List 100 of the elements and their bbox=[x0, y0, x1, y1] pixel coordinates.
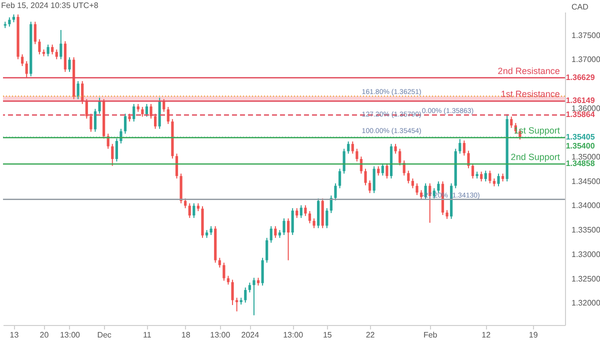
candlestick bbox=[347, 140, 350, 154]
candlestick bbox=[124, 113, 127, 134]
candlestick bbox=[312, 218, 316, 229]
candlestick bbox=[46, 44, 50, 57]
x-tick-label: 13:00 bbox=[60, 330, 81, 340]
candlestick bbox=[398, 148, 402, 166]
candlestick bbox=[222, 262, 226, 282]
candlestick bbox=[55, 48, 58, 60]
candlestick bbox=[51, 44, 54, 55]
x-tick-label: 13 bbox=[10, 330, 20, 340]
candlestick bbox=[386, 162, 388, 179]
x-tick-label: 20 bbox=[40, 330, 50, 340]
y-tick-label: 1.36000 bbox=[572, 104, 600, 113]
candlestick bbox=[291, 208, 294, 236]
x-tick-label: Dec bbox=[97, 330, 112, 340]
candlestick bbox=[132, 104, 136, 122]
candlestick bbox=[98, 97, 101, 114]
candlestick bbox=[274, 226, 277, 238]
candlestick bbox=[437, 180, 440, 194]
candlestick bbox=[480, 171, 483, 182]
x-tick-label: 2024 bbox=[241, 330, 260, 340]
candlestick bbox=[300, 204, 302, 218]
candlestick bbox=[326, 208, 328, 229]
annotation: 2nd Support bbox=[510, 152, 560, 162]
candlestick bbox=[308, 210, 312, 224]
candlestick bbox=[368, 180, 372, 194]
candlestick bbox=[381, 162, 384, 176]
candlestick bbox=[244, 287, 247, 304]
candlestick bbox=[394, 143, 397, 154]
x-tick-label: 22 bbox=[366, 330, 376, 340]
candlestick bbox=[175, 153, 178, 179]
x-tick-label: 12 bbox=[482, 330, 492, 340]
candlestick bbox=[188, 202, 191, 218]
candlestick bbox=[471, 162, 474, 179]
candlestick bbox=[342, 148, 346, 174]
y-tick-label: 1.33000 bbox=[572, 250, 600, 259]
candlestick bbox=[60, 30, 62, 60]
candlestick bbox=[467, 150, 470, 169]
candlestick bbox=[166, 106, 170, 124]
candlestick bbox=[94, 108, 97, 132]
candlestick bbox=[76, 80, 80, 100]
candlestick bbox=[21, 54, 24, 67]
ref-line-label: 1.35405 bbox=[566, 132, 596, 142]
candlestick bbox=[338, 168, 342, 189]
candlestick bbox=[34, 21, 36, 45]
candlestick bbox=[416, 182, 418, 196]
candlestick bbox=[115, 138, 118, 162]
candlestick bbox=[248, 282, 251, 293]
candlestick bbox=[111, 143, 114, 166]
candlestick bbox=[304, 204, 307, 216]
candlestick bbox=[90, 113, 92, 132]
candlestick bbox=[266, 237, 268, 264]
candlestick bbox=[154, 113, 157, 130]
y-tick-label: 1.33500 bbox=[572, 226, 600, 235]
candlestick bbox=[145, 104, 148, 118]
x-tick-label: 18 bbox=[181, 330, 191, 340]
candlestick bbox=[236, 297, 238, 312]
candlestick bbox=[510, 116, 513, 128]
candlestick bbox=[162, 98, 166, 112]
candlestick bbox=[364, 168, 367, 186]
candlestick bbox=[420, 190, 423, 200]
candlestick bbox=[270, 226, 272, 244]
x-tick-label: 13:00 bbox=[283, 330, 304, 340]
x-tick-label: 11 bbox=[143, 330, 152, 340]
candlestick bbox=[372, 166, 376, 194]
annotation: 2nd Resistance bbox=[498, 66, 560, 76]
candlestick bbox=[488, 170, 492, 184]
candlestick bbox=[407, 170, 410, 184]
candlestick bbox=[192, 202, 196, 218]
x-tick-label: 19 bbox=[528, 330, 538, 340]
candlestick bbox=[252, 277, 256, 316]
x-tick-label: Feb bbox=[423, 330, 438, 340]
x-tick-label: 13:00 bbox=[210, 330, 231, 340]
x-tick-label: 15 bbox=[322, 330, 332, 340]
candlestick bbox=[356, 148, 358, 162]
y-tick-label: 1.37500 bbox=[572, 30, 600, 40]
ref-line-label: 1.36149 bbox=[566, 96, 596, 106]
candlestick bbox=[85, 98, 88, 120]
candlestick bbox=[458, 138, 462, 154]
candlestick bbox=[351, 140, 354, 154]
candlestick bbox=[484, 170, 487, 182]
candlestick bbox=[377, 166, 380, 176]
candlestick bbox=[38, 38, 41, 55]
text: Feb 15, 2024 10:35 UTC+8 bbox=[1, 1, 99, 10]
ref-line-label: 1.35864 bbox=[566, 110, 596, 120]
y-tick-label: 1.32000 bbox=[572, 298, 600, 308]
candlestick bbox=[296, 208, 298, 218]
candlestick bbox=[25, 60, 28, 78]
candlestick bbox=[261, 257, 264, 286]
candlestick bbox=[282, 218, 286, 236]
y-tick-label: 1.34500 bbox=[572, 176, 600, 186]
candlestick bbox=[286, 218, 290, 261]
candlestick bbox=[497, 173, 500, 187]
candlestick bbox=[411, 178, 414, 189]
candlestick bbox=[68, 56, 71, 72]
y-tick-label: 1.34000 bbox=[572, 201, 600, 210]
annotation: 1st Resistance bbox=[500, 89, 560, 100]
y-tick-label: 1.32500 bbox=[572, 274, 600, 284]
candlestick bbox=[462, 140, 466, 156]
y-tick-label: 1.37000 bbox=[572, 55, 600, 64]
